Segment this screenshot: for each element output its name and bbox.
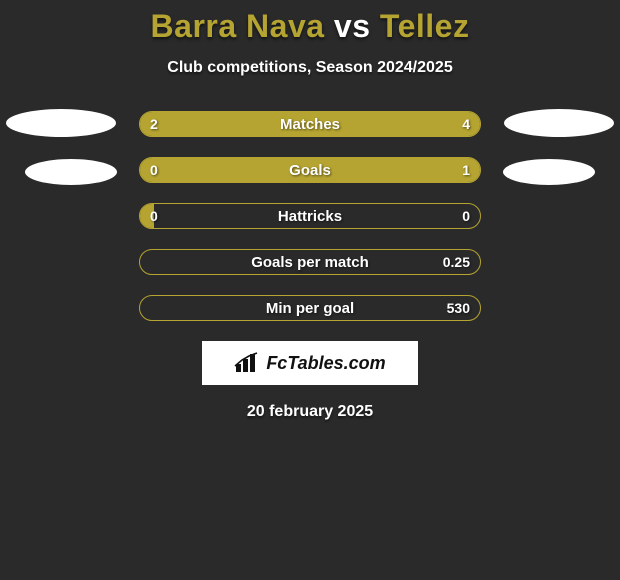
bar-label: Goals per match bbox=[140, 250, 480, 274]
bar-list: 24Matches 01Goals 00Hattricks 0.25Goals per… bbox=[139, 111, 481, 321]
comparison-title: Barra Nava vs Tellez bbox=[0, 8, 620, 45]
vs-text: vs bbox=[334, 8, 371, 44]
avatar-placeholder bbox=[504, 109, 614, 137]
player2-name: Tellez bbox=[380, 8, 470, 44]
stat-bar: 01Goals bbox=[139, 157, 481, 183]
source-logo: FcTables.com bbox=[202, 341, 418, 385]
stat-bar: 530Min per goal bbox=[139, 295, 481, 321]
bar-chart-icon bbox=[234, 352, 260, 374]
bar-label: Matches bbox=[140, 112, 480, 136]
subtitle: Club competitions, Season 2024/2025 bbox=[0, 59, 620, 77]
avatar-placeholder bbox=[25, 159, 117, 185]
logo-text: FcTables.com bbox=[266, 353, 385, 374]
player1-name: Barra Nava bbox=[151, 8, 325, 44]
bar-label: Hattricks bbox=[140, 204, 480, 228]
comparison-chart: 24Matches 01Goals 00Hattricks 0.25Goals per… bbox=[0, 111, 620, 321]
infographic-root: Barra Nava vs Tellez Club competitions, … bbox=[0, 0, 620, 580]
bar-label: Goals bbox=[140, 158, 480, 182]
stat-bar: 00Hattricks bbox=[139, 203, 481, 229]
date-text: 20 february 2025 bbox=[0, 403, 620, 421]
stat-bar: 0.25Goals per match bbox=[139, 249, 481, 275]
avatar-placeholder bbox=[503, 159, 595, 185]
stat-bar: 24Matches bbox=[139, 111, 481, 137]
avatar-placeholder bbox=[6, 109, 116, 137]
bar-label: Min per goal bbox=[140, 296, 480, 320]
